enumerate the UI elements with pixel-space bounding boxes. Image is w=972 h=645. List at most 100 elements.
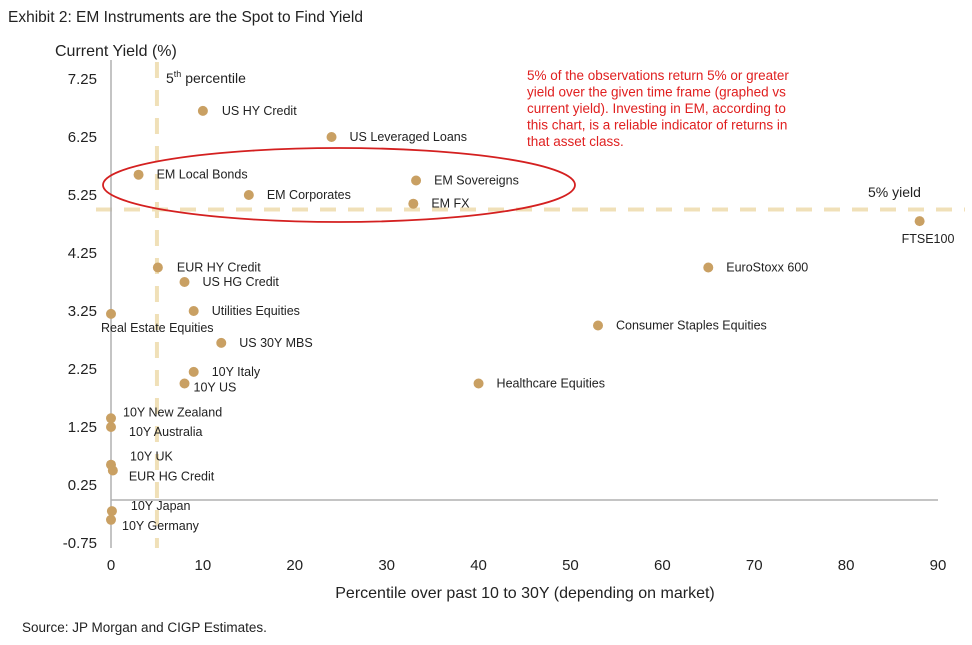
point-marker xyxy=(216,337,227,348)
point-marker xyxy=(703,262,714,273)
point-label: FTSE100 xyxy=(902,232,955,246)
point-marker xyxy=(408,198,419,209)
data-point: Utilities Equities xyxy=(188,304,300,318)
x-tick-label: 10 xyxy=(195,557,212,574)
point-label: US Leveraged Loans xyxy=(350,130,467,144)
point-label: Healthcare Equities xyxy=(497,377,605,391)
point-label: 10Y Japan xyxy=(131,499,191,513)
data-point: US 30Y MBS xyxy=(216,336,313,350)
point-label: US HG Credit xyxy=(203,275,280,289)
data-point: Real Estate Equities xyxy=(101,308,214,335)
x-axis-label: Percentile over past 10 to 30Y (dependin… xyxy=(335,585,715,602)
point-marker xyxy=(411,175,422,186)
data-point: US HY Credit xyxy=(197,104,297,118)
point-label: 10Y Germany xyxy=(122,519,200,533)
x-tick-label: 90 xyxy=(930,557,947,574)
point-marker xyxy=(188,306,199,316)
point-marker xyxy=(188,366,199,377)
data-point: 10Y UK xyxy=(106,450,174,470)
data-point: EM FX xyxy=(408,197,470,211)
point-marker xyxy=(473,378,484,389)
point-label: EUR HY Credit xyxy=(177,261,261,275)
y-tick-label: 5.25 xyxy=(68,187,97,204)
point-marker xyxy=(106,514,116,525)
annotation-line: current yield). Investing in EM, accordi… xyxy=(527,101,786,116)
point-marker xyxy=(106,506,117,517)
data-point: EM Corporates xyxy=(243,188,351,202)
annotation-line: 5% of the observations return 5% or grea… xyxy=(527,68,789,83)
point-label: Consumer Staples Equities xyxy=(616,319,767,333)
data-point: FTSE100 xyxy=(902,216,955,246)
point-label: 10Y Australia xyxy=(129,425,202,439)
y-tick-label: 2.25 xyxy=(68,361,97,378)
x-tick-label: 30 xyxy=(378,557,395,574)
point-label: 10Y New Zealand xyxy=(123,405,222,419)
vline-label-rest: percentile xyxy=(181,70,246,86)
point-marker xyxy=(197,105,208,116)
x-tick-label: 20 xyxy=(286,557,303,574)
data-point: 10Y Japan xyxy=(106,499,191,517)
y-tick-label: -0.75 xyxy=(63,535,97,552)
point-marker xyxy=(133,169,144,180)
y-tick-label: 1.25 xyxy=(68,419,97,436)
data-point: Healthcare Equities xyxy=(473,377,605,391)
data-point: 10Y Italy xyxy=(188,365,261,379)
em-highlight-ellipse xyxy=(102,147,576,223)
vline-label-sup: th xyxy=(174,69,182,79)
x-tick-label: 70 xyxy=(746,557,763,574)
point-label: 10Y UK xyxy=(130,450,174,464)
annotation-line: that asset class. xyxy=(527,134,624,149)
data-point: US Leveraged Loans xyxy=(326,130,467,144)
point-label: US 30Y MBS xyxy=(239,336,312,350)
annotation-line: this chart, is a reliable indicator of r… xyxy=(527,118,787,133)
point-marker xyxy=(106,413,116,424)
annotation-line: yield over the given time frame (graphed… xyxy=(527,85,786,100)
vline-label-main: 5 xyxy=(166,70,174,86)
source-note: Source: JP Morgan and CIGP Estimates. xyxy=(22,620,267,635)
point-marker xyxy=(106,422,116,432)
point-marker xyxy=(106,308,116,319)
point-marker xyxy=(593,320,604,331)
data-point: 10Y Australia xyxy=(106,422,202,439)
data-point: EM Local Bonds xyxy=(133,168,248,182)
hline-label: 5% yield xyxy=(868,184,921,200)
data-point: EUR HY Credit xyxy=(152,261,261,275)
data-point: EUR HG Credit xyxy=(107,465,215,484)
y-tick-label: 4.25 xyxy=(68,245,97,262)
point-label: EM Corporates xyxy=(267,188,351,202)
data-point: 10Y US xyxy=(179,378,237,395)
data-point: 10Y Germany xyxy=(106,514,200,533)
point-marker xyxy=(179,277,190,287)
x-tick-label: 0 xyxy=(107,557,115,574)
point-label: US HY Credit xyxy=(222,104,297,118)
x-tick-label: 80 xyxy=(838,557,855,574)
point-marker xyxy=(152,262,163,273)
x-tick-label: 40 xyxy=(470,557,487,574)
point-marker xyxy=(914,216,925,227)
point-label: EM Local Bonds xyxy=(157,168,248,182)
y-tick-label: 6.25 xyxy=(68,129,97,146)
point-marker xyxy=(326,132,337,142)
point-label: EM FX xyxy=(431,197,470,211)
data-point: Consumer Staples Equities xyxy=(593,319,767,333)
y-tick-label: 7.25 xyxy=(68,71,97,88)
data-point: EuroStoxx 600 xyxy=(703,261,808,275)
data-point: US HG Credit xyxy=(179,275,280,289)
point-label: EuroStoxx 600 xyxy=(726,261,808,275)
data-point: EM Sovereigns xyxy=(411,174,519,188)
y-tick-label: 3.25 xyxy=(68,303,97,320)
data-point: 10Y New Zealand xyxy=(106,405,222,424)
x-tick-label: 60 xyxy=(654,557,671,574)
annotation-note: 5% of the observations return 5% or grea… xyxy=(527,68,789,149)
x-tick-label: 50 xyxy=(562,557,579,574)
vline-label: 5th percentile xyxy=(166,69,246,86)
point-label: EM Sovereigns xyxy=(434,174,519,188)
point-label: Utilities Equities xyxy=(212,304,300,318)
point-label: 10Y Italy xyxy=(212,365,261,379)
point-marker xyxy=(107,465,118,476)
point-label: 10Y US xyxy=(194,381,237,395)
chart-title: Exhibit 2: EM Instruments are the Spot t… xyxy=(8,9,363,26)
y-tick-label: 0.25 xyxy=(68,477,97,494)
point-label: EUR HG Credit xyxy=(129,470,215,484)
